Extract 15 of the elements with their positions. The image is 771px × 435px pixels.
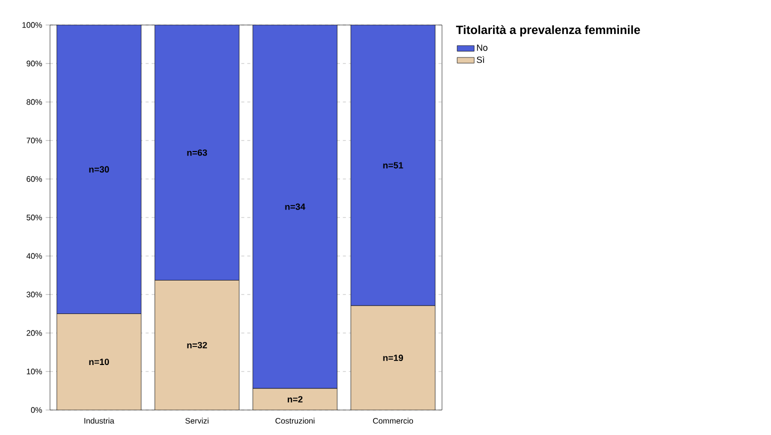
annotation: n=30 — [89, 166, 109, 173]
annotation: n=10 — [89, 358, 109, 366]
bar — [154, 280, 240, 410]
annotation: n=32 — [187, 342, 207, 348]
annotation: n=51 — [383, 162, 404, 168]
annotation: n=34 — [285, 204, 306, 210]
bar — [252, 388, 338, 410]
annotation: n=63 — [187, 149, 208, 156]
legend-label: Sì — [476, 56, 484, 63]
annotation: n=2 — [288, 396, 302, 402]
bar — [56, 314, 142, 410]
bar — [350, 305, 436, 410]
legend-label: No — [477, 44, 488, 51]
legend-title: Titolarità a prevalenza femminile — [456, 25, 640, 36]
annotation: n=19 — [383, 354, 404, 362]
